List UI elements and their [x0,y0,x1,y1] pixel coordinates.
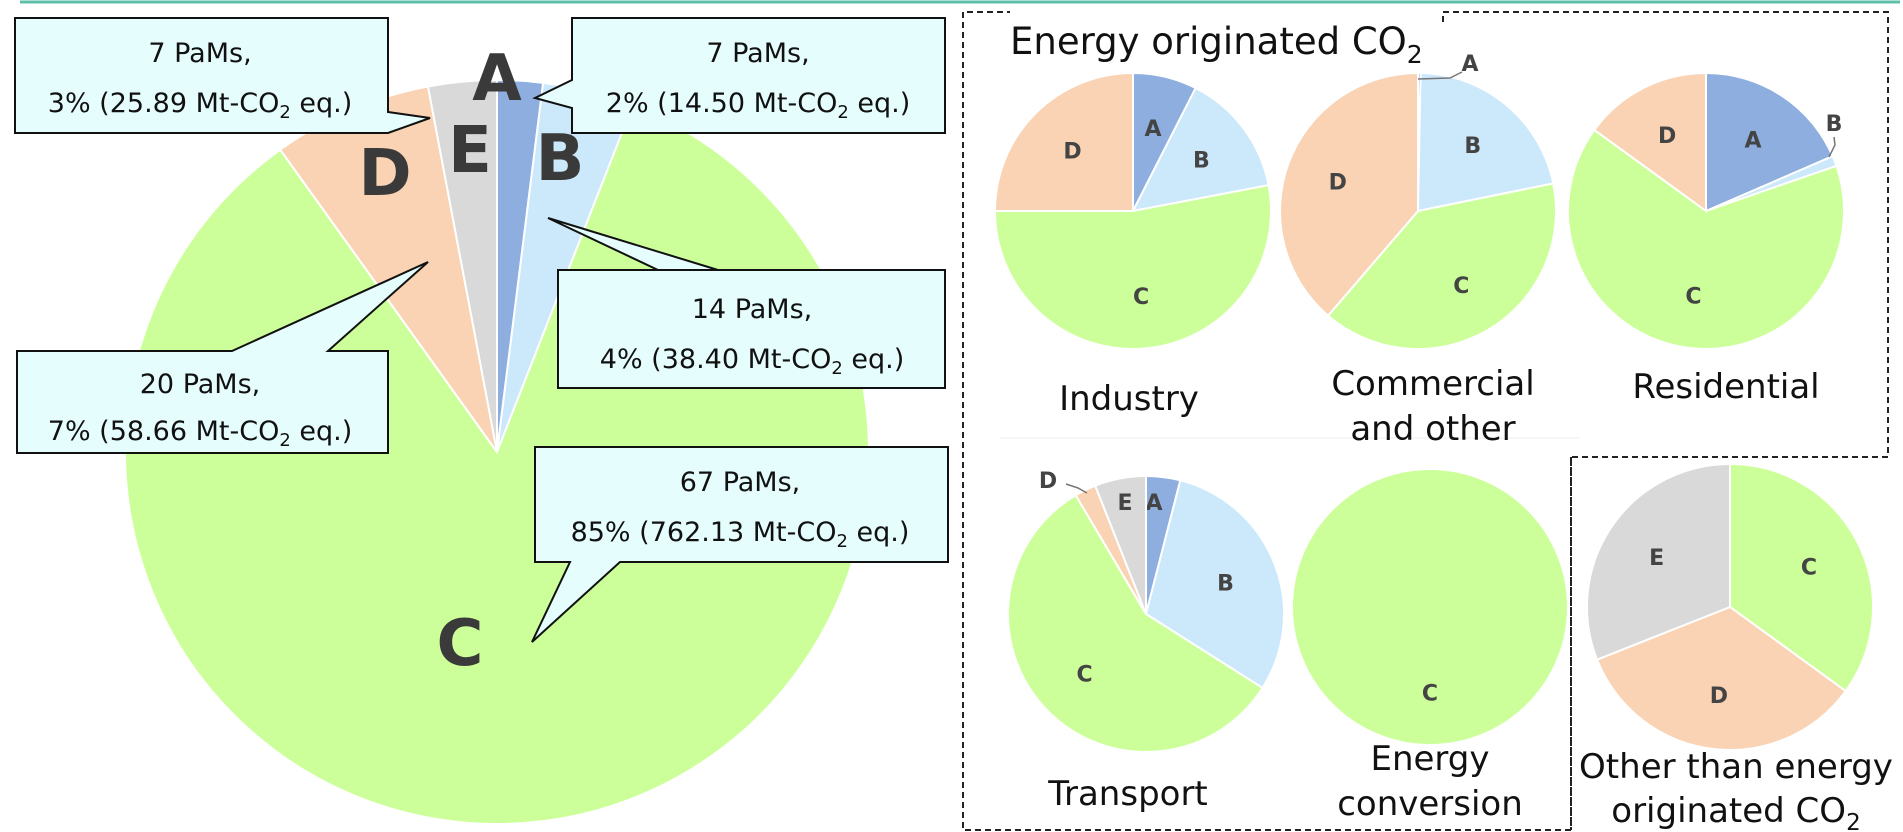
callout-a: 7 PaMs, 2% (14.50 Mt-CO2 eq.) [532,17,946,134]
residential-slice-label-b: B [1826,112,1843,137]
residential-slice-d [1592,71,1707,213]
main-slice-e [426,78,498,453]
commercial-slice-c [1326,182,1557,350]
commercial-slice-b [1416,72,1555,213]
other-title-line1: Other than energy [1579,747,1893,787]
transport-slice-label-d: D [1039,469,1057,494]
callout-e-line2: 3% (25.89 Mt-CO2 eq.) [48,88,352,123]
callout-d: 20 PaMs, 7% (58.66 Mt-CO2 eq.) [16,261,429,454]
commercial-slice-label-b: B [1464,134,1481,159]
callout-d-line2: 7% (58.66 Mt-CO2 eq.) [48,416,352,451]
commercial-slice-label-a: A [1461,52,1478,77]
main-slice-label-d: D [358,137,411,211]
commercial-title-line2: and other [1350,409,1515,449]
commercial-pie-chart: A B C D [1279,52,1557,350]
callout-c: 67 PaMs, 85% (762.13 Mt-CO2 eq.) [531,446,949,643]
callout-a-line1: 7 PaMs, [706,38,809,69]
main-slice-label-a: A [472,42,522,116]
main-slice-label-e: E [448,114,492,188]
residential-slice-label-a: A [1744,128,1761,153]
industry-pie-chart: A B C D [993,71,1272,350]
callout-b-line1: 14 PaMs, [692,294,813,325]
energy-conversion-title-line2: conversion [1337,784,1523,824]
transport-pie-chart: A B C D E [1007,469,1285,753]
callout-e-line1: 7 PaMs, [148,38,251,69]
energy_conversion-slice-label-c: C [1422,682,1438,707]
industry-slice-label-b: B [1193,149,1210,174]
callout-b-line2: 4% (38.40 Mt-CO2 eq.) [600,344,904,379]
energy_conversion-pie-chart: C [1291,468,1569,746]
commercial-a-leader [1417,71,1463,80]
industry-slice-label-c: C [1133,285,1149,310]
residential-b-leader [1828,136,1836,158]
residential-slice-label-c: C [1685,285,1701,310]
transport-slice-label-e: E [1117,491,1132,516]
industry-slice-label-a: A [1144,117,1161,142]
commercial-slice-d [1279,71,1419,318]
callout-e-box [14,17,431,134]
transport-slice-b [1144,479,1285,690]
industry-slice-d [993,71,1134,212]
transport-slice-label-c: C [1076,663,1092,688]
other-slice-e [1586,462,1731,661]
industry-slice-b [1131,86,1270,213]
other-title-line2: originated CO2 [1611,791,1860,832]
other-slice-label-d: D [1710,684,1728,709]
other-slice-label-e: E [1649,546,1664,571]
callout-e: 7 PaMs, 3% (25.89 Mt-CO2 eq.) [14,17,431,134]
residential-slice-c [1567,128,1845,350]
callout-d-box [16,261,429,454]
energy_conversion-slice-c [1291,468,1569,746]
other-slice-d [1595,605,1848,751]
transport-d-leader [1065,483,1088,494]
main-slice-label-b: B [536,122,585,196]
transport-slice-label-a: A [1145,491,1162,516]
callout-c-line2: 85% (762.13 Mt-CO2 eq.) [571,517,910,552]
transport-slice-label-b: B [1217,572,1234,597]
industry-slice-c [993,183,1272,350]
residential-slice-label-d: D [1658,124,1676,149]
transport-slice-e [1093,474,1147,615]
industry-title: Industry [1059,379,1199,419]
energy-group-frame [962,11,1889,831]
commercial-title-line1: Commercial [1331,364,1534,404]
callout-a-line2: 2% (14.50 Mt-CO2 eq.) [606,88,910,123]
other-pie-chart: C D E [1586,462,1874,751]
callout-c-box [531,446,949,643]
energy-group-title: Energy originated CO2 [1010,20,1423,69]
callout-b: 14 PaMs, 4% (38.40 Mt-CO2 eq.) [547,217,946,389]
callout-b-box [547,217,946,389]
energy-conversion-title-line1: Energy [1370,739,1489,779]
residential-title: Residential [1632,367,1819,407]
callout-d-line1: 20 PaMs, [140,369,261,400]
callout-c-line1: 67 PaMs, [680,467,801,498]
other-slice-label-c: C [1801,556,1817,581]
transport-title: Transport [1047,774,1208,814]
callout-a-box [532,17,946,134]
other-slice-c [1729,462,1874,693]
main-slice-label-c: C [437,607,484,681]
commercial-slice-label-d: D [1329,170,1347,195]
industry-slice-label-d: D [1063,139,1081,164]
transport-slice-c [1007,493,1264,753]
commercial-slice-label-c: C [1453,274,1469,299]
residential-pie-chart: A B C D [1567,71,1845,350]
sector-pie-charts: A B C D A B C D A B C D A B C D E C C D E [993,52,1874,753]
residential-slice-a [1705,71,1834,213]
